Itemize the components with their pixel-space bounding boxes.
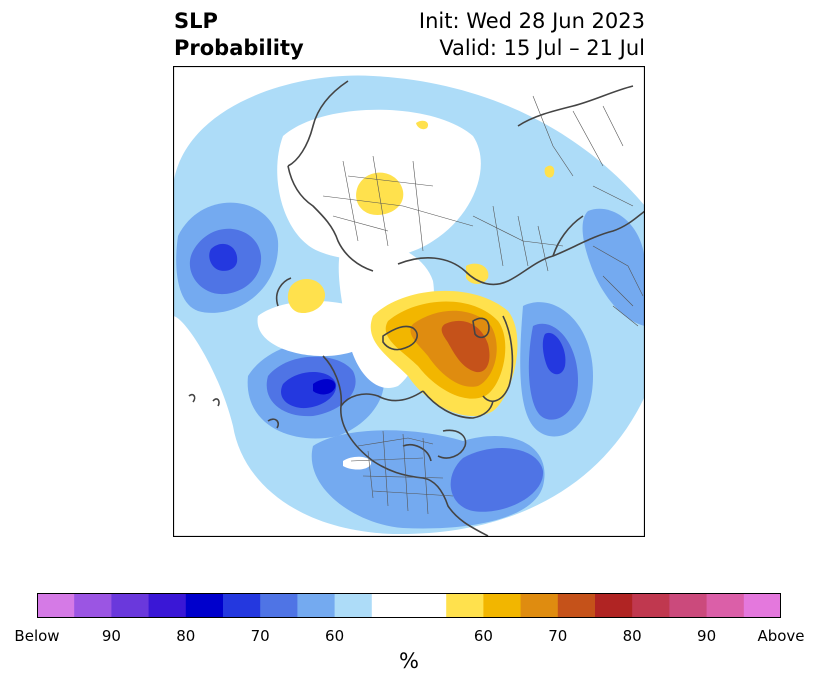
coastlines bbox=[188, 80, 645, 537]
title-left: SLP Probability bbox=[174, 8, 304, 62]
colorbar-segment bbox=[74, 593, 112, 618]
colorbar-segment bbox=[260, 593, 298, 618]
colorbar-tick-label: 60 bbox=[473, 627, 493, 645]
colorbar-segment bbox=[185, 593, 224, 618]
colorbar-segment bbox=[595, 593, 633, 618]
colorbar-segment bbox=[371, 593, 410, 618]
colorbar-segment bbox=[520, 593, 559, 618]
colorbar-segment bbox=[111, 593, 150, 618]
colorbar-tick-label: 80 bbox=[176, 627, 196, 645]
colorbar bbox=[37, 593, 781, 618]
colorbar-tick-label: Above bbox=[757, 627, 805, 645]
colorbar-segment bbox=[297, 593, 336, 618]
colorbar-segment bbox=[557, 593, 596, 618]
colorbar-tick-label: 60 bbox=[325, 627, 345, 645]
colorbar-segment bbox=[446, 593, 484, 618]
colorbar-segment bbox=[334, 593, 373, 618]
above-normal-shading bbox=[287, 120, 555, 417]
colorbar-segment bbox=[632, 593, 670, 618]
colorbar-tick-label: 80 bbox=[622, 627, 642, 645]
country-borders bbox=[322, 95, 644, 515]
colorbar-segment bbox=[743, 593, 781, 618]
title-right: Init: Wed 28 Jun 2023 Valid: 15 Jul – 21… bbox=[419, 8, 645, 62]
colorbar-unit-label: % bbox=[399, 649, 419, 673]
colorbar-segment bbox=[483, 593, 522, 618]
init-label: Init: Wed 28 Jun 2023 bbox=[418, 9, 645, 33]
colorbar-segment bbox=[148, 593, 187, 618]
variable-label: SLP bbox=[174, 9, 218, 33]
colorbar-segment bbox=[223, 593, 261, 618]
colorbar-segment bbox=[409, 593, 447, 618]
colorbar-tick-label: 70 bbox=[250, 627, 270, 645]
map-panel bbox=[173, 66, 645, 537]
colorbar-segment bbox=[37, 593, 75, 618]
colorbar-segment bbox=[669, 593, 708, 618]
colorbar-tick-label: Below bbox=[14, 627, 60, 645]
colorbar-segment bbox=[706, 593, 745, 618]
valid-label: Valid: 15 Jul – 21 Jul bbox=[439, 36, 645, 60]
colorbar-tick-label: 90 bbox=[697, 627, 717, 645]
colorbar-border bbox=[37, 593, 781, 618]
colorbar-tick-label: 90 bbox=[101, 627, 121, 645]
colorbar-tick-label: 70 bbox=[548, 627, 568, 645]
product-label: Probability bbox=[174, 36, 304, 60]
